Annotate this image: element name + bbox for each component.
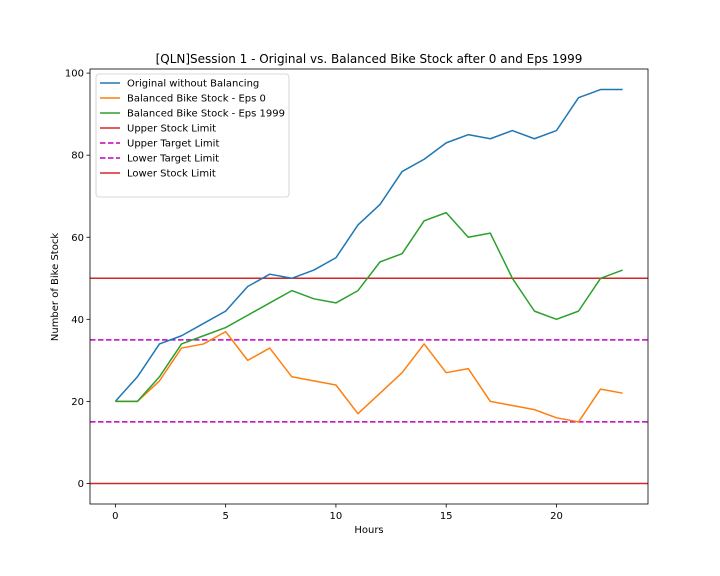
x-tick-label: 0 bbox=[112, 511, 118, 522]
legend-label: Upper Stock Limit bbox=[127, 124, 216, 135]
legend-label: Lower Target Limit bbox=[127, 154, 219, 165]
y-tick-label: 100 bbox=[65, 69, 84, 80]
x-tick-label: 10 bbox=[330, 511, 343, 522]
plot-area bbox=[90, 88, 648, 485]
x-tick-label: 15 bbox=[440, 511, 453, 522]
y-axis-label: Number of Bike Stock bbox=[50, 233, 61, 341]
y-tick-label: 20 bbox=[71, 397, 84, 408]
plot-frame bbox=[89, 68, 649, 505]
axis-ticks: 0 5 10 15 20 0 20 40 60 80 100 bbox=[65, 69, 563, 522]
legend: Original without Balancing Balanced Bike … bbox=[95, 73, 290, 198]
legend-label: Upper Target Limit bbox=[127, 139, 219, 150]
y-tick-label: 60 bbox=[71, 233, 84, 244]
y-tick-label: 0 bbox=[78, 479, 84, 490]
y-tick-label: 80 bbox=[71, 151, 84, 162]
x-axis-label: Hours bbox=[354, 525, 383, 536]
legend-label: Lower Stock Limit bbox=[127, 169, 216, 180]
series-line-0 bbox=[114, 88, 623, 402]
x-tick-label: 20 bbox=[550, 511, 563, 522]
series-line-1 bbox=[115, 330, 623, 423]
x-tick-label: 5 bbox=[222, 511, 228, 522]
series-line-2 bbox=[115, 211, 623, 403]
legend-label: Balanced Bike Stock - Eps 1999 bbox=[127, 109, 285, 120]
y-tick-label: 40 bbox=[71, 315, 84, 326]
legend-label: Original without Balancing bbox=[127, 79, 259, 90]
legend-box bbox=[95, 73, 290, 198]
chart-title: [QLN]Session 1 - Original vs. Balanced B… bbox=[156, 52, 583, 66]
legend-label: Balanced Bike Stock - Eps 0 bbox=[127, 94, 266, 105]
